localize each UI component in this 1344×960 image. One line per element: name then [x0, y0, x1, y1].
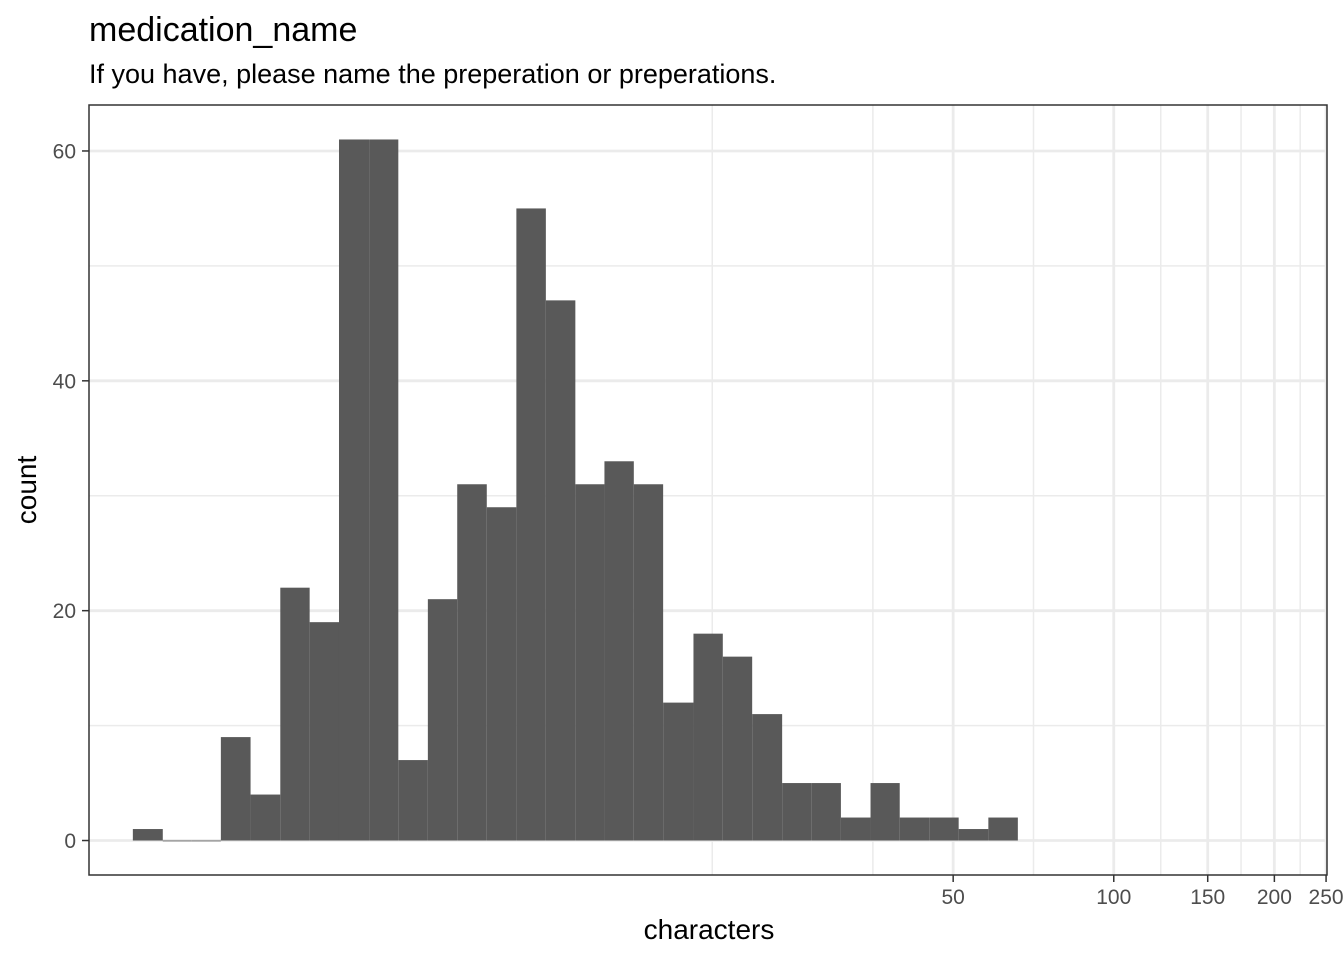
x-axis: 50 100 150 200 250: [941, 875, 1344, 909]
histogram-bar: [457, 484, 487, 841]
panel-border: [88, 104, 1328, 876]
histogram-bar: [633, 484, 664, 841]
histogram-bar: [958, 829, 989, 841]
histogram-bar: [840, 817, 871, 841]
y-axis-title: count: [11, 456, 42, 525]
histogram-bar: [722, 656, 753, 841]
histogram-bar: [191, 840, 221, 842]
histogram-bar: [369, 139, 399, 841]
histogram-bar: [988, 817, 1018, 841]
grid-lines: [89, 105, 1328, 875]
histogram-bar: [929, 817, 959, 841]
y-axis: 0 20 40 60: [53, 140, 89, 853]
histogram-bar: [693, 633, 723, 841]
histogram-bar: [811, 783, 841, 841]
chart-title: medication_name: [89, 11, 357, 49]
histogram-bar: [132, 829, 163, 841]
histogram-bar: [545, 300, 576, 841]
y-tick-label: 0: [64, 830, 76, 853]
histogram-bar: [870, 783, 900, 841]
histogram-bar: [782, 783, 812, 841]
x-tick-label: 50: [941, 886, 964, 909]
histogram-bar: [575, 484, 605, 841]
histogram-bar: [899, 817, 930, 841]
histogram-bar: [663, 702, 694, 841]
histogram-bar: [604, 461, 634, 841]
histogram-bar: [516, 208, 546, 841]
histogram-bar: [162, 840, 192, 842]
y-tick-label: 60: [53, 140, 76, 163]
histogram-bar: [486, 507, 517, 841]
x-tick-label: 150: [1190, 886, 1225, 909]
y-tick-label: 40: [53, 370, 76, 393]
x-tick-label: 250: [1309, 886, 1344, 909]
histogram-bar: [220, 737, 251, 841]
y-tick-label: 20: [53, 600, 76, 623]
x-tick-label: 200: [1257, 886, 1292, 909]
histogram-bar: [338, 139, 370, 841]
chart-subtitle: If you have, please name the preperation…: [89, 59, 776, 89]
histogram-bar: [309, 622, 339, 841]
histogram-bar: [280, 587, 310, 841]
x-tick-label: 100: [1096, 886, 1131, 909]
histogram-bar: [398, 760, 428, 841]
x-axis-title: characters: [644, 914, 775, 945]
histogram-bars: [132, 139, 1018, 842]
histogram-bar: [427, 599, 458, 841]
histogram-bar: [250, 794, 281, 841]
histogram-bar: [752, 714, 783, 841]
